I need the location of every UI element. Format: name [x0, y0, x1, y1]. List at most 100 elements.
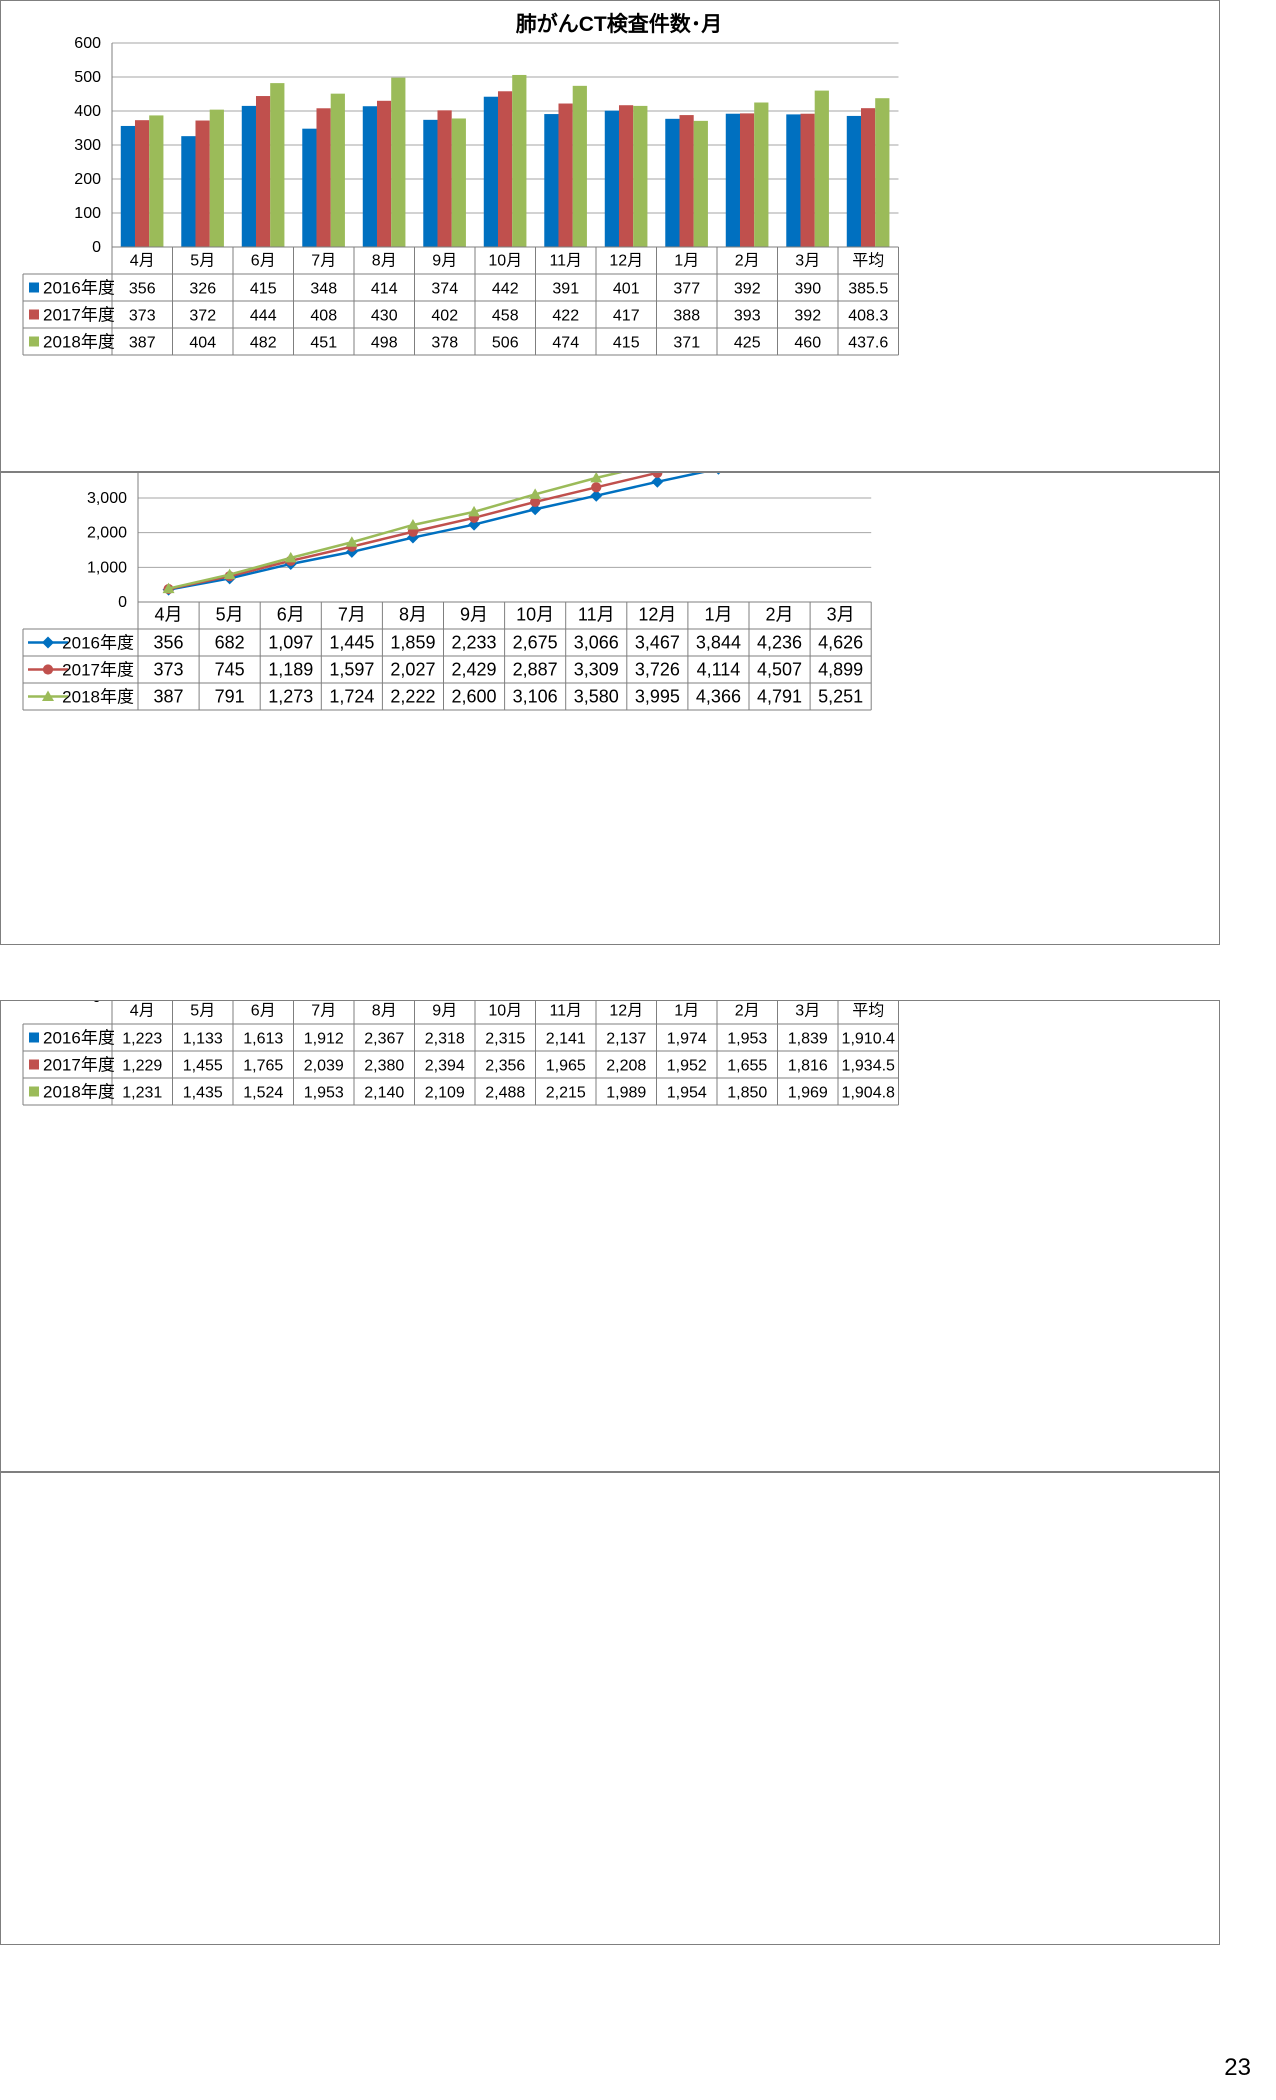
bar-2017年度-3月	[800, 113, 815, 247]
chart-title: 肺がんCT検査件数･月	[516, 12, 723, 36]
bar-2018年度-3月	[814, 90, 829, 247]
legend-label: 2018年度	[43, 1083, 115, 1102]
data-label: 2,233	[452, 633, 497, 653]
lung-ct-monthly-chart-svg: 肺がんCT検査件数･月 0 100 200 300 400 500 600 4月 5月 6月 7月 8月…	[22, 12, 899, 356]
point-2017年度-10月	[530, 496, 541, 508]
data-label: 1,816	[788, 1058, 828, 1075]
data-label: 1,954	[667, 1085, 707, 1102]
data-label: 404	[189, 335, 216, 352]
data-label: 506	[492, 335, 519, 352]
data-label: 3,726	[635, 660, 680, 680]
bar-2018年度-9月	[451, 118, 466, 247]
data-label: 371	[673, 335, 700, 352]
legend-key-2017年度	[29, 309, 39, 320]
legend-key-marker-2016年度	[42, 636, 54, 649]
bar-2018年度-11月	[572, 85, 587, 247]
legend-key-marker-2018年度	[42, 690, 54, 701]
data-label: 498	[371, 335, 398, 352]
bar-2018年度-6月	[270, 83, 285, 248]
bar-2016年度-5月	[181, 136, 196, 247]
data-label: 1,445	[329, 633, 374, 653]
y-tick-label: 200	[74, 171, 101, 188]
data-label: 392	[794, 308, 821, 325]
bar-2017年度-12月	[618, 105, 634, 247]
x-tick-label: 3月	[795, 1002, 820, 1019]
data-label: 356	[129, 281, 156, 298]
x-tick-label: 9月	[432, 1002, 457, 1019]
line-series-2017年度	[168, 473, 663, 591]
data-label: 1,231	[122, 1085, 162, 1102]
data-label: 2,318	[425, 1031, 465, 1048]
data-label: 2,887	[513, 660, 558, 680]
legend-label: 2018年度	[62, 688, 134, 707]
data-label: 1,912	[304, 1031, 344, 1048]
data-label: 1,655	[727, 1058, 767, 1075]
bar-2016年度-2月	[725, 113, 740, 247]
data-label: 1,904.8	[842, 1085, 895, 1102]
bar-2017年度-6月	[255, 96, 271, 247]
data-label: 393	[734, 308, 761, 325]
y-tick-label: 500	[74, 69, 101, 86]
data-label: 3,467	[635, 633, 680, 653]
data-label: 2,356	[485, 1058, 525, 1075]
bar-2016年度-11月	[544, 114, 559, 247]
y-tick-label: 0	[92, 1001, 101, 1006]
data-label: 401	[613, 281, 640, 298]
x-tick-label: 12月	[609, 252, 643, 269]
x-tick-label: 7月	[338, 604, 366, 624]
x-tick-label: 9月	[432, 252, 457, 269]
x-tick-label: 11月	[549, 252, 582, 269]
x-tick-label: 4月	[130, 252, 155, 269]
legend-label: 2017年度	[62, 661, 134, 680]
bar-2018年度-1月	[693, 120, 708, 247]
lung-ct-cumulative-chart: 肺がんCT検査件数･月次累積01,0002,0003,0004,0005,000…	[0, 472, 1220, 945]
data-label: 1,724	[329, 687, 374, 707]
y-tick-label: 600	[74, 35, 101, 52]
point-2017年度-12月	[652, 473, 663, 478]
bar-2018年度-2月	[754, 102, 769, 247]
data-label: 2,429	[452, 660, 497, 680]
bar-2018年度-12月	[633, 105, 648, 248]
x-tick-label: 5月	[190, 1002, 215, 1019]
y-tick-label: 2,000	[87, 525, 127, 542]
legend-label: 2018年度	[43, 333, 115, 352]
y-tick-label: 3,000	[87, 490, 127, 507]
x-tick-label: 11月	[549, 1002, 582, 1019]
x-tick-label: 2月	[735, 252, 760, 269]
bar-2016年度-8月	[362, 106, 377, 248]
legend-key-2018年度	[29, 336, 39, 347]
x-tick-label: 10月	[488, 1002, 522, 1019]
y-tick-label: 1,000	[87, 559, 127, 576]
data-label: 414	[371, 281, 398, 298]
data-label: 430	[371, 308, 398, 325]
data-label: 1,597	[329, 660, 374, 680]
bar-2017年度-5月	[195, 120, 210, 247]
x-tick-label: 1月	[674, 1002, 699, 1019]
data-label: 1,974	[667, 1031, 707, 1048]
x-tick-label: 平均	[852, 251, 884, 269]
legend-label: 2017年度	[43, 306, 115, 325]
point-2018年度-11月	[590, 473, 603, 483]
data-label: 1,859	[390, 633, 435, 653]
point-2016年度-10月	[529, 503, 542, 516]
lung-ct-monthly-chart: 肺がんCT検査件数･月 0 100 200 300 400 500 600 4月 5月 6月 7月 8月…	[0, 0, 1220, 472]
data-label: 1,850	[727, 1085, 767, 1102]
lung-ct-cumulative-chart-svg: 肺がんCT検査件数･月次累積01,0002,0003,0004,0005,000…	[22, 473, 872, 711]
gridlines	[138, 497, 872, 603]
data-table: 4月 5月 6月 7月 8月 9月 10月 11月 12月 1月 2月 3月 平均 2016年度 356 32…	[22, 246, 899, 356]
data-label: 408.3	[848, 308, 888, 325]
data-label: 3,309	[574, 660, 619, 680]
data-label: 2,039	[304, 1058, 344, 1075]
data-label: 1,989	[606, 1085, 646, 1102]
x-tick-label: 8月	[372, 252, 397, 269]
data-label: 1,953	[304, 1085, 344, 1102]
data-label: 2,027	[390, 660, 435, 680]
data-label: 3,580	[574, 687, 619, 707]
data-label: 745	[215, 660, 245, 680]
chart-marks	[120, 74, 890, 248]
point-2018年度-10月	[529, 488, 542, 499]
data-table: 4月 5月 6月 7月 8月 9月 10月 11月 12月 1月 2月 3月 2016年度 356 682 1…	[22, 601, 872, 711]
data-label: 1,524	[243, 1085, 283, 1102]
data-label: 417	[613, 308, 640, 325]
legend-key-2018年度	[29, 1086, 39, 1097]
